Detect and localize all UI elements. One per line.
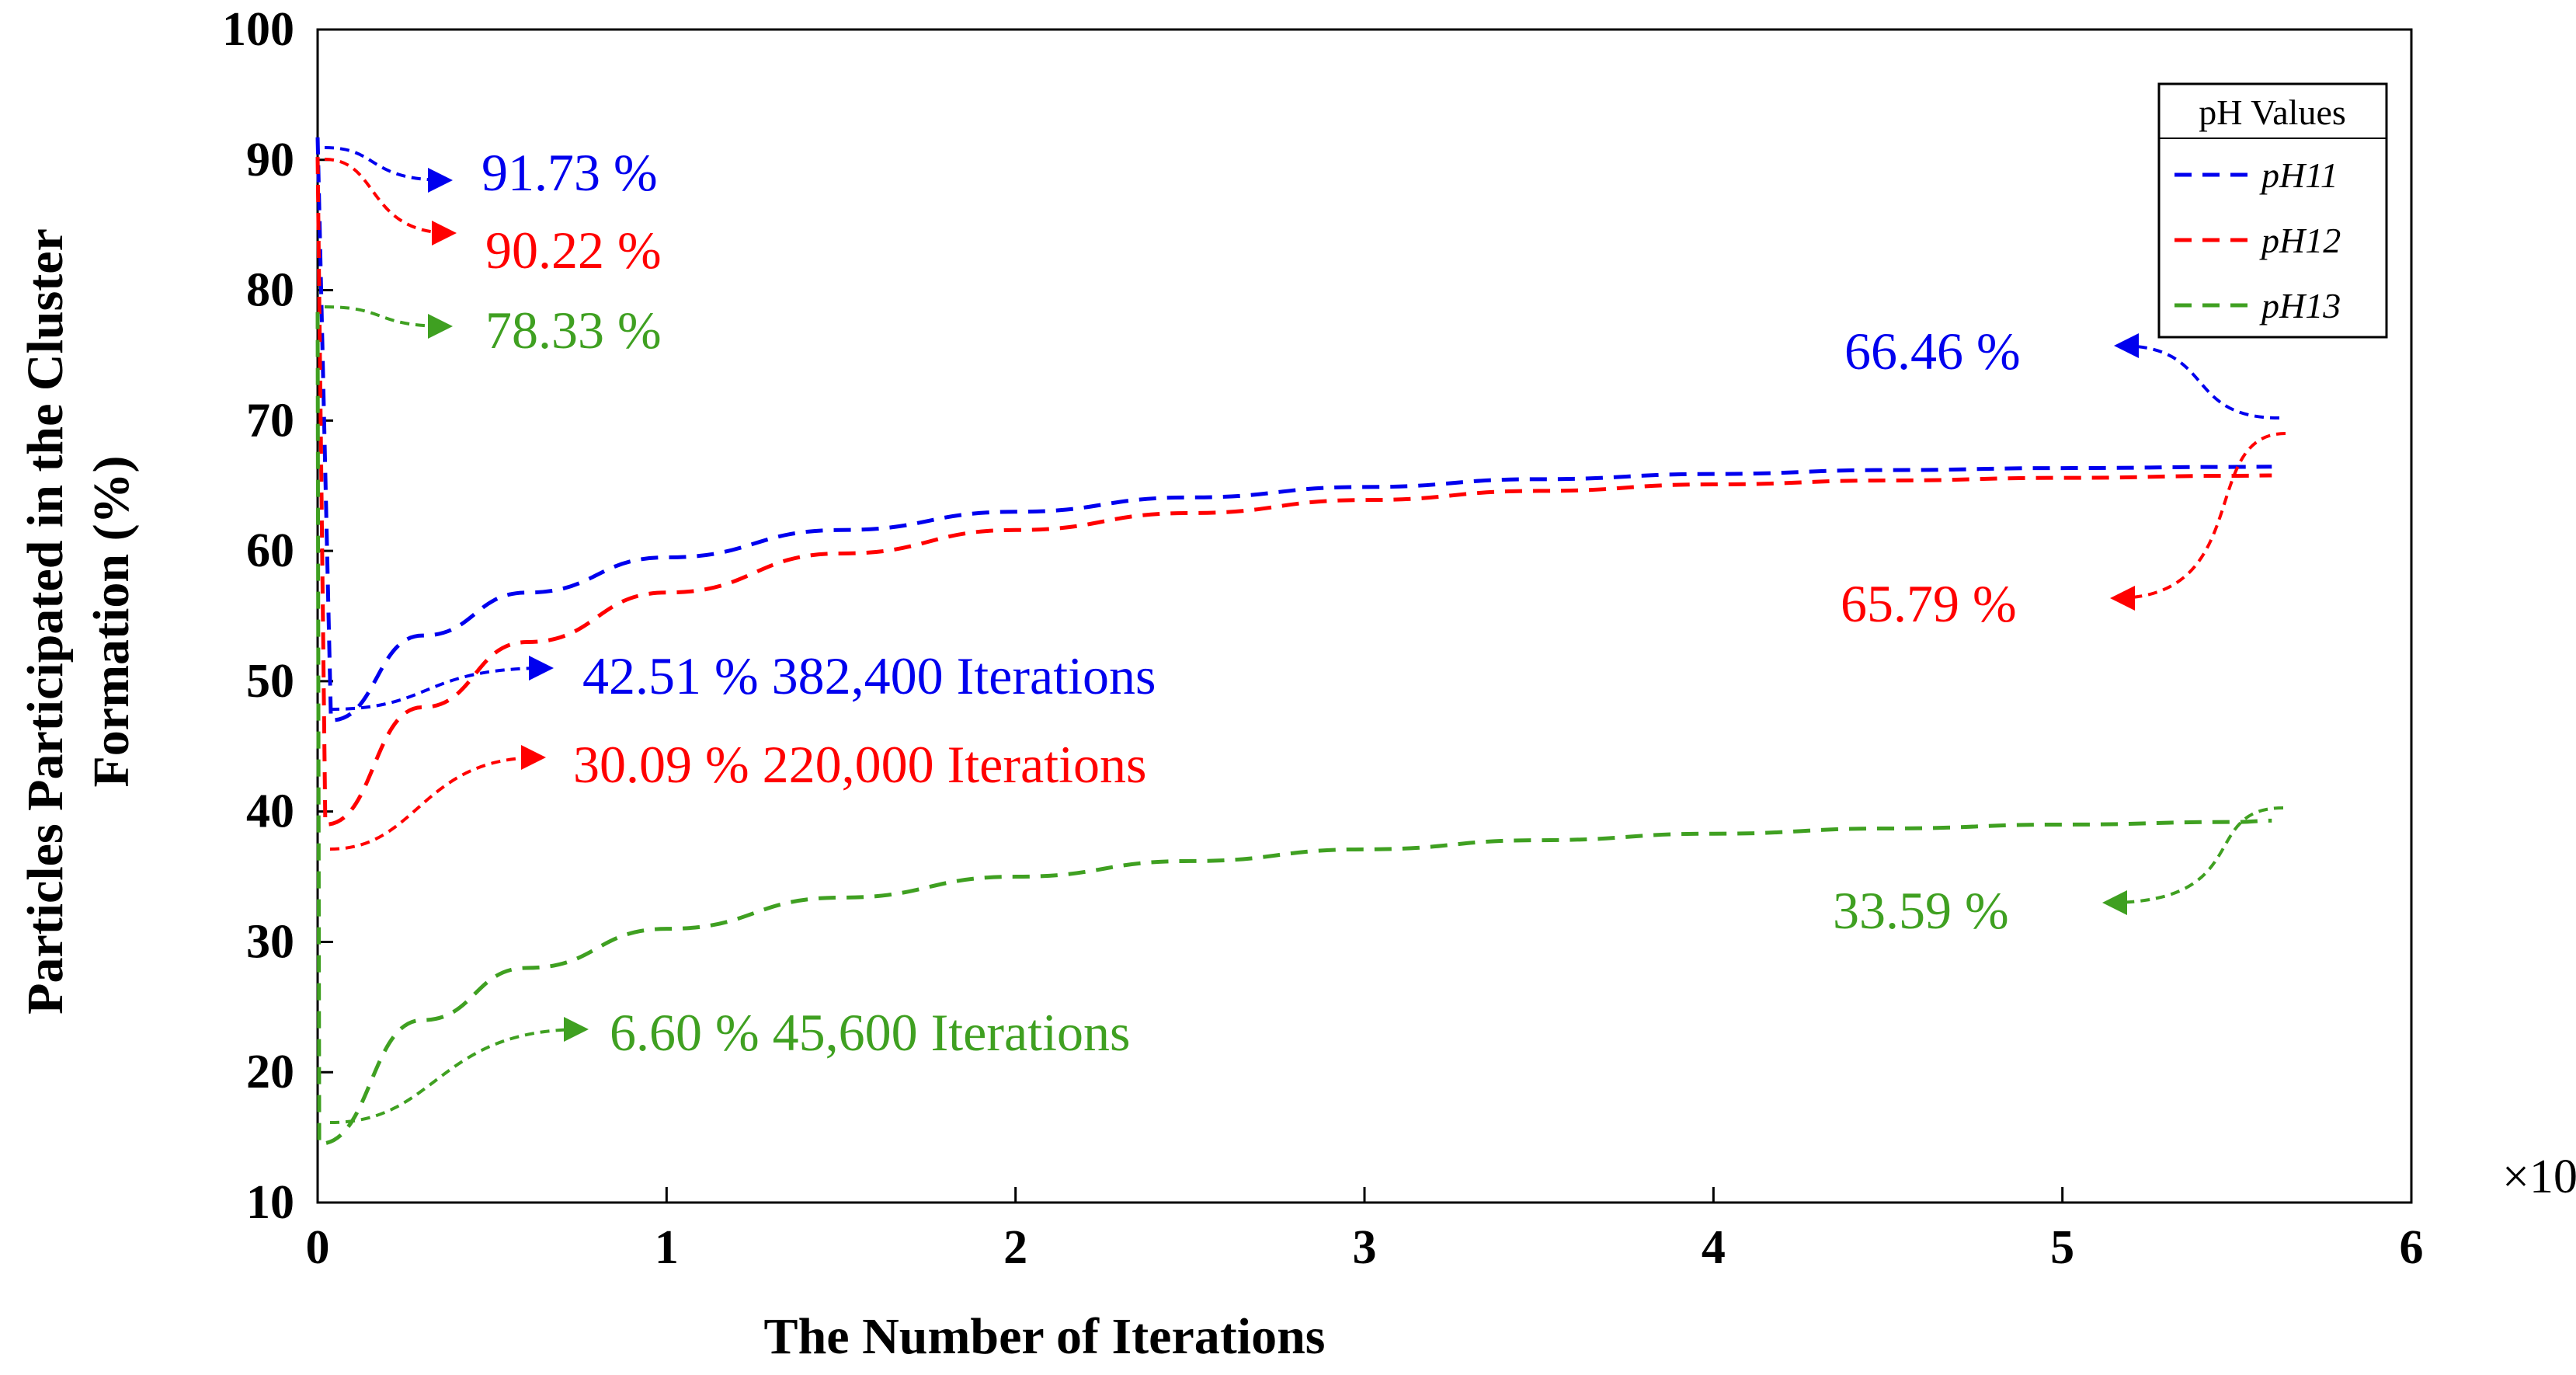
annotation-arrow [329,656,554,711]
x-tick-label: 6 [2400,1221,2424,1274]
annotation-label: 65.79 % [1841,574,2017,633]
annotation-arrow [324,146,453,193]
axis-ticks: 0 1 2 3 4 5 6 10 20 30 40 50 60 70 80 90 100 [222,3,2424,1274]
annotation-arrow [329,745,546,851]
series-line-ph12 [315,157,2272,827]
legend-entry-ph12: pH12 [2259,221,2341,260]
y-tick-label: 10 [246,1176,294,1229]
legend-entry-ph13: pH13 [2259,286,2341,325]
x-axis-multiplier: ×107 [2502,1147,2576,1203]
x-axis-title: The Number of Iterations [764,1308,1326,1365]
series-line-ph11 [315,137,2272,722]
annotation-arrow [324,158,457,245]
annotation-label: 33.59 % [1833,881,2009,940]
annotation-label: 66.46 % [1844,322,2021,381]
x-tick-label: 3 [1353,1221,1377,1274]
x-tick-label: 2 [1003,1221,1027,1274]
annotation-label: 6.60 % 45,600 Iterations [610,1003,1130,1062]
legend: pH Values pH11 pH12 pH13 [2157,82,2388,339]
y-tick-label: 30 [246,915,294,968]
y-tick-label: 80 [246,264,294,317]
y-tick-label: 100 [222,3,294,56]
y-tick-label: 60 [246,524,294,577]
annotation-label: 90.22 % [485,221,662,280]
y-tick-label: 70 [246,394,294,447]
x-tick-label: 5 [2050,1221,2074,1274]
legend-title: pH Values [2199,92,2346,132]
y-tick-label: 40 [246,785,294,838]
annotation-arrow [329,1017,589,1124]
annotation-arrow [2102,806,2284,915]
y-axis-title-line2: Formation (%) [83,455,140,787]
annotation-label: 91.73 % [481,143,658,202]
y-tick-label: 20 [246,1046,294,1098]
annotation-arrow [2110,432,2286,611]
y-tick-label: 50 [246,655,294,708]
series-line-ph13 [315,312,2272,1147]
annotation-label: 78.33 % [485,301,662,360]
legend-box [2157,82,2388,339]
legend-entry-ph11: pH11 [2259,155,2338,195]
annotation-label: 30.09 % 220,000 Iterations [573,735,1146,794]
y-tick-label: 90 [246,134,294,186]
x-tick-label: 0 [306,1221,330,1274]
y-axis-title-line1: Particles Participated in the Cluster [17,228,74,1015]
annotation-arrow [324,305,453,339]
x-tick-label: 1 [655,1221,679,1274]
series-group [315,137,2272,1147]
annotation-arrow [2114,333,2280,419]
annotation-label: 42.51 % 382,400 Iterations [582,646,1156,705]
x-tick-label: 4 [1702,1221,1726,1274]
annotations-group: 91.73 % 90.22 % 78.33 % 42.51 % 382,400 Ite… [324,143,2286,1124]
